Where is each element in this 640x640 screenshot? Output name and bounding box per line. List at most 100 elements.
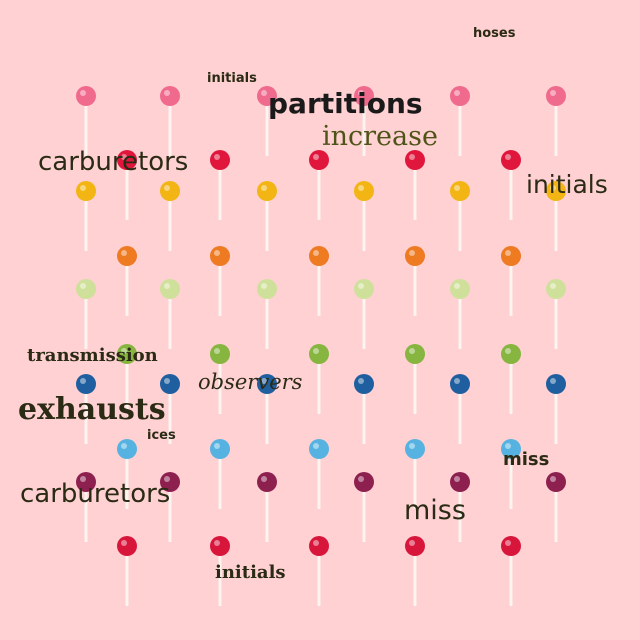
lollipop-shine: [358, 283, 364, 289]
lollipop-stick: [125, 354, 129, 414]
lollipop: [501, 536, 521, 606]
lollipop: [76, 181, 96, 251]
word-initials-top: initials: [207, 71, 257, 86]
lollipop: [354, 181, 374, 251]
lollipop-shine: [505, 348, 511, 354]
lollipop-shine: [80, 90, 86, 96]
word-miss-right: miss: [503, 449, 550, 470]
lollipop-shine: [313, 250, 319, 256]
lollipop: [405, 150, 425, 220]
lollipop-stick: [84, 96, 88, 156]
lollipop: [160, 472, 180, 542]
lollipop-shine: [313, 443, 319, 449]
lollipop: [354, 279, 374, 349]
lollipop-shine: [550, 378, 556, 384]
lollipop-stick: [265, 191, 269, 251]
lollipop-stick: [458, 191, 462, 251]
lollipop-stick: [317, 546, 321, 606]
lollipop-stick: [125, 160, 129, 220]
lollipop-stick: [317, 256, 321, 316]
lollipop-shine: [454, 476, 460, 482]
lollipop-candy: [450, 472, 470, 492]
lollipop-stick: [413, 449, 417, 509]
lollipop-shine: [164, 283, 170, 289]
lollipop-shine: [313, 540, 319, 546]
lollipop-shine: [121, 540, 127, 546]
lollipop-shine: [358, 378, 364, 384]
lollipop: [76, 86, 96, 156]
lollipop-stick: [413, 256, 417, 316]
lollipop: [257, 86, 277, 156]
lollipop-candy: [354, 181, 374, 201]
lollipop-candy: [210, 150, 230, 170]
lollipop-shine: [261, 476, 267, 482]
lollipop-shine: [164, 185, 170, 191]
lollipop: [210, 344, 230, 414]
lollipop-stick: [458, 289, 462, 349]
lollipop-stick: [218, 256, 222, 316]
word-initials-bottom: initials: [215, 562, 286, 583]
word-ices: ices: [147, 428, 176, 443]
lollipop: [160, 86, 180, 156]
lollipop: [501, 150, 521, 220]
lollipop-candy: [76, 86, 96, 106]
lollipop: [160, 374, 180, 444]
lollipop-stick: [84, 482, 88, 542]
lollipop: [546, 472, 566, 542]
lollipop-stick: [218, 354, 222, 414]
lollipop: [501, 344, 521, 414]
lollipop-stick: [413, 354, 417, 414]
lollipop-shine: [358, 476, 364, 482]
lollipop: [405, 246, 425, 316]
lollipop-stick: [168, 289, 172, 349]
lollipop-stick: [218, 546, 222, 606]
lollipop-shine: [409, 154, 415, 160]
lollipop-candy: [309, 344, 329, 364]
lollipop: [546, 279, 566, 349]
lollipop-candy: [76, 472, 96, 492]
lollipop: [76, 374, 96, 444]
lollipop-shine: [550, 476, 556, 482]
lollipop-stick: [84, 289, 88, 349]
lollipop-stick: [265, 384, 269, 444]
lollipop-stick: [509, 160, 513, 220]
lollipop: [257, 181, 277, 251]
lollipop-shine: [505, 443, 511, 449]
lollipop: [450, 279, 470, 349]
lollipop-candy: [501, 344, 521, 364]
lollipop-candy: [76, 374, 96, 394]
lollipop-stick: [509, 546, 513, 606]
lollipop-candy: [117, 150, 137, 170]
lollipop-candy: [450, 374, 470, 394]
lollipop-candy: [76, 181, 96, 201]
word-miss-center: miss: [404, 495, 466, 526]
lollipop: [501, 246, 521, 316]
lollipop-candy: [257, 374, 277, 394]
lollipop-shine: [358, 185, 364, 191]
lollipop: [210, 439, 230, 509]
lollipop: [117, 344, 137, 414]
lollipop-shine: [261, 185, 267, 191]
lollipop-candy: [160, 86, 180, 106]
lollipop: [309, 439, 329, 509]
lollipop-candy: [309, 439, 329, 459]
lollipop-shine: [550, 283, 556, 289]
lollipop-stick: [168, 384, 172, 444]
lollipop-stick: [458, 482, 462, 542]
lollipop-shine: [214, 540, 220, 546]
lollipop-shine: [358, 90, 364, 96]
lollipop: [210, 536, 230, 606]
lollipop-candy: [210, 344, 230, 364]
lollipop-shine: [550, 185, 556, 191]
lollipop: [257, 472, 277, 542]
lollipop: [160, 181, 180, 251]
lollipop: [546, 86, 566, 156]
lollipop-candy: [160, 472, 180, 492]
lollipop-candy: [210, 536, 230, 556]
lollipop-shine: [214, 443, 220, 449]
lollipop-shine: [505, 154, 511, 160]
lollipop-stick: [168, 482, 172, 542]
lollipop-candy: [309, 536, 329, 556]
lollipop: [450, 374, 470, 444]
lollipop-shine: [313, 348, 319, 354]
